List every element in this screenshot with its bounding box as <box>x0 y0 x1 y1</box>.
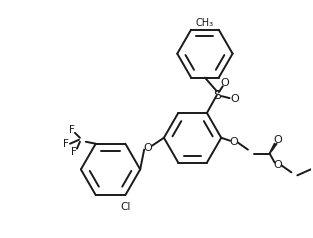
Text: O: O <box>230 94 239 104</box>
Text: F: F <box>71 147 77 157</box>
Text: O: O <box>273 135 282 145</box>
Text: F: F <box>69 125 75 135</box>
Text: S: S <box>213 89 221 102</box>
Text: F: F <box>63 139 69 149</box>
Text: O: O <box>230 137 239 147</box>
Text: Cl: Cl <box>120 202 131 212</box>
Text: O: O <box>220 78 229 88</box>
Text: O: O <box>273 160 282 170</box>
Text: O: O <box>144 143 152 153</box>
Text: CH₃: CH₃ <box>196 18 214 28</box>
